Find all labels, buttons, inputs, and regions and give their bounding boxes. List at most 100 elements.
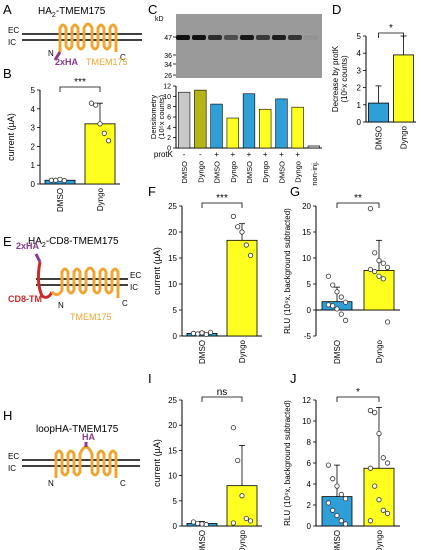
bar-dmso bbox=[321, 496, 353, 527]
y-tick-label: 5 bbox=[173, 497, 178, 506]
y-axis-label: Decrease by protK bbox=[331, 45, 340, 112]
bar bbox=[194, 89, 207, 149]
y-tick-label: 10 bbox=[168, 472, 177, 481]
y-tick-label: 4 bbox=[167, 125, 171, 132]
panel-letter-a: A bbox=[3, 2, 12, 17]
y-tick-label: 10 bbox=[168, 280, 177, 289]
blot-band bbox=[240, 35, 254, 40]
data-point bbox=[334, 512, 340, 519]
blot-marker-label: 34 bbox=[164, 62, 172, 69]
schematic-h-title: loopHA-TMEM175 bbox=[36, 424, 119, 435]
x-tick-label: Dyngo bbox=[238, 339, 247, 363]
data-point bbox=[384, 264, 391, 270]
protk-sign: - bbox=[183, 150, 186, 159]
schematic-a: HA2-TMEM175 EC IC N C 2xHA TMEM175 bbox=[8, 6, 142, 67]
bar bbox=[307, 145, 321, 149]
data-point bbox=[230, 425, 237, 431]
schematic-a-title: HA2-TMEM175 bbox=[38, 6, 106, 19]
bar bbox=[210, 103, 223, 149]
x-tick-label: DMSO bbox=[277, 161, 286, 184]
data-point bbox=[97, 121, 103, 127]
x-tick-label: Dyngo bbox=[261, 161, 270, 183]
x-tick-label: Dyngo bbox=[96, 187, 105, 211]
data-point bbox=[230, 213, 237, 219]
bar bbox=[177, 91, 191, 149]
c-terminus-label: C bbox=[120, 53, 126, 62]
y-tick-label: 20 bbox=[168, 228, 177, 237]
significance-label: ** bbox=[354, 193, 362, 204]
data-point bbox=[372, 250, 378, 256]
blot-band bbox=[224, 35, 238, 40]
data-point bbox=[235, 224, 241, 230]
y-tick-label: 5 bbox=[31, 86, 36, 95]
panel-letter-g: G bbox=[290, 184, 300, 199]
panel-letter-e: E bbox=[3, 234, 12, 249]
bar-dmso bbox=[368, 102, 389, 123]
x-tick-label: DMSO bbox=[56, 188, 65, 212]
y-tick-label: 0 bbox=[167, 146, 171, 153]
y-tick-label: 10 bbox=[302, 417, 311, 426]
data-point bbox=[195, 331, 201, 337]
y-tick-label: 4 bbox=[357, 49, 362, 58]
data-point bbox=[367, 266, 374, 273]
schematic-e: HA2-CD8-TMEM175 EC IC 2xHA CD8-TM N C TM… bbox=[8, 236, 141, 322]
protk-sign: + bbox=[230, 150, 235, 159]
data-point bbox=[334, 483, 340, 489]
cd8-tm-segment bbox=[36, 261, 54, 299]
blot-marker-label: 47 bbox=[164, 35, 172, 42]
x-tick-label: DMSO bbox=[180, 161, 189, 184]
data-point bbox=[338, 294, 344, 300]
data-point bbox=[384, 319, 391, 325]
protk-sign: - bbox=[199, 150, 202, 159]
chart-c: 0 2 4 6 8 10 12 Densitometry (10⁵x counts) - DMSO -… bbox=[149, 84, 322, 186]
ha-tag-label: 2xHA bbox=[55, 57, 79, 67]
ic-label: IC bbox=[8, 38, 16, 47]
data-point bbox=[239, 493, 245, 499]
ha-tag-line bbox=[53, 51, 62, 61]
data-point bbox=[338, 491, 344, 498]
data-point bbox=[48, 177, 55, 183]
data-point bbox=[330, 282, 336, 288]
data-point bbox=[372, 483, 378, 489]
data-point bbox=[376, 257, 382, 264]
y-tick-label: 15 bbox=[168, 446, 177, 455]
bar-dyngo bbox=[363, 467, 395, 527]
panel-letter-d: D bbox=[332, 2, 341, 17]
cd8-tm-label: CD8-TM bbox=[8, 294, 42, 304]
y-tick-label: 25 bbox=[168, 202, 177, 211]
data-point bbox=[380, 260, 386, 266]
y-tick-label: 6 bbox=[167, 115, 171, 122]
significance-bracket bbox=[336, 396, 380, 402]
y-tick-label: 12 bbox=[302, 396, 311, 405]
significance-label: *** bbox=[216, 193, 228, 204]
data-point bbox=[376, 273, 382, 279]
y-axis-label: RLU (10⁴x, background subtracted) bbox=[283, 208, 292, 334]
protk-sign: + bbox=[279, 150, 284, 159]
chart-g: -5 0 5 10 15 20 RLU (10⁴x, background subtract… bbox=[283, 193, 400, 364]
y-tick-label: 0 bbox=[173, 332, 178, 341]
data-point bbox=[325, 462, 332, 468]
significance-label: * bbox=[356, 387, 360, 398]
blot-band bbox=[272, 35, 286, 40]
panel-letter-c: C bbox=[148, 2, 157, 17]
data-point bbox=[53, 177, 59, 183]
data-point bbox=[342, 317, 349, 323]
panel-letter-j: J bbox=[290, 371, 297, 386]
x-tick-label: Dyngo bbox=[400, 125, 409, 149]
data-point bbox=[101, 130, 107, 136]
data-point bbox=[243, 242, 249, 248]
bar bbox=[275, 98, 288, 149]
y-tick-label: 10 bbox=[163, 94, 171, 101]
significance-label: ns bbox=[217, 387, 228, 398]
c-terminus-label: C bbox=[122, 299, 128, 308]
schematic-e-title: HA2-CD8-TMEM175 bbox=[28, 236, 119, 249]
y-tick-label: 1 bbox=[357, 101, 362, 110]
blot-band bbox=[192, 35, 206, 40]
data-point bbox=[330, 303, 336, 309]
y-axis-label: RLU (10⁴x, background subtracted) bbox=[283, 400, 292, 526]
significance-bracket bbox=[59, 86, 101, 92]
y-tick-label: 0 bbox=[357, 118, 362, 127]
panel-letter-i: I bbox=[148, 371, 152, 386]
data-point bbox=[372, 409, 378, 416]
